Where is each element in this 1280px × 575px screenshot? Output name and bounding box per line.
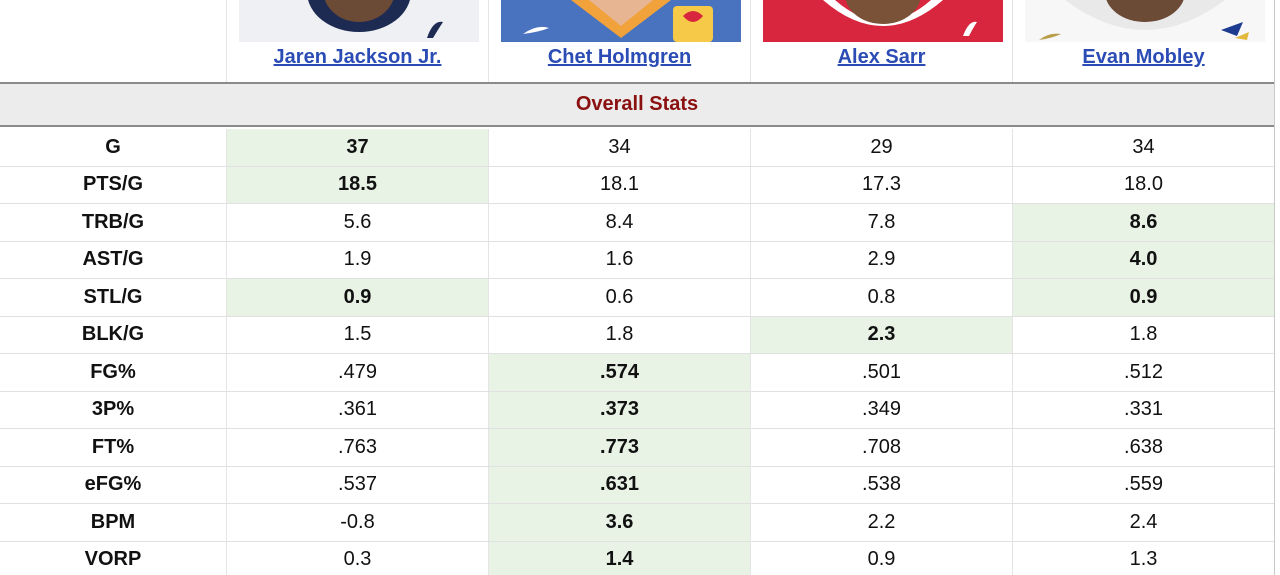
stat-value: .361	[226, 391, 488, 428]
player-photo-3[interactable]	[763, 0, 1003, 42]
stat-value: 18.0	[1012, 166, 1274, 203]
player-name-link[interactable]: Alex Sarr	[837, 46, 926, 68]
stat-value: 0.3	[226, 541, 488, 575]
player-photo-1[interactable]	[239, 0, 479, 42]
stat-value: .373	[488, 391, 750, 428]
table-row: BPM -0.8 3.6 2.2 2.4	[0, 504, 1274, 542]
stat-value: 7.8	[750, 204, 1012, 241]
table-row: PTS/G 18.5 18.1 17.3 18.0	[0, 166, 1274, 204]
table-row: STL/G 0.9 0.6 0.8 0.9	[0, 279, 1274, 317]
stat-value: 5.6	[226, 204, 488, 241]
stat-value: .479	[226, 354, 488, 391]
player-column-2: Chet Holmgren	[488, 0, 750, 83]
stat-value: -0.8	[226, 504, 488, 541]
table-row: 3P% .361.373.349.331	[0, 391, 1274, 429]
stat-label: FG%	[90, 360, 136, 383]
table-row: FT% .763.773.708.638	[0, 429, 1274, 467]
table-right-border	[1274, 0, 1275, 575]
stat-value: 3.6	[488, 504, 750, 541]
stat-label: G	[105, 135, 121, 158]
table-row: AST/G 1.9 1.6 2.9 4.0	[0, 241, 1274, 279]
stat-value: 2.9	[750, 241, 1012, 278]
stat-value: 17.3	[750, 166, 1012, 203]
stat-value: 1.4	[488, 541, 750, 575]
player-column-1: Jaren Jackson Jr.	[226, 0, 488, 83]
player-column-4: Evan Mobley	[1012, 0, 1274, 83]
stat-label: BLK/G	[81, 323, 145, 346]
stat-value: 34	[1012, 129, 1274, 166]
stat-value: 18.1	[488, 166, 750, 203]
stat-label: TRB/G	[81, 210, 145, 233]
table-row: eFG% .537.631.538.559	[0, 466, 1274, 504]
stat-value: 0.9	[226, 279, 488, 316]
stat-value: 8.6	[1012, 204, 1274, 241]
player-name-link[interactable]: Chet Holmgren	[547, 46, 692, 68]
section-title-bar: Overall Stats	[0, 84, 1274, 127]
table-row: BLK/G 1.5 1.8 2.3 1.8	[0, 316, 1274, 354]
stat-value: 1.8	[1012, 316, 1274, 353]
stat-value: 2.2	[750, 504, 1012, 541]
stat-label: FT%	[91, 435, 135, 458]
table-row: VORP 0.3 1.4 0.9 1.3	[0, 541, 1274, 575]
stat-value: 1.3	[1012, 541, 1274, 575]
stat-label: STL/G	[83, 285, 143, 308]
stat-value: .512	[1012, 354, 1274, 391]
stat-value: .537	[226, 466, 488, 503]
player-name-link[interactable]: Evan Mobley	[1082, 46, 1205, 68]
stat-value: .538	[750, 466, 1012, 503]
player-column-3: Alex Sarr	[750, 0, 1012, 83]
stat-label: eFG%	[84, 473, 142, 496]
header-divider	[0, 82, 1274, 84]
stat-value: 34	[488, 129, 750, 166]
stat-value: 0.9	[750, 541, 1012, 575]
stat-value: .773	[488, 429, 750, 466]
section-title: Overall Stats	[575, 93, 699, 115]
table-row: FG% .479.574.501.512	[0, 354, 1274, 392]
stat-value: 0.8	[750, 279, 1012, 316]
stat-value: .349	[750, 391, 1012, 428]
stat-value: .559	[1012, 466, 1274, 503]
stat-value: 1.8	[488, 316, 750, 353]
stat-value: 18.5	[226, 166, 488, 203]
table-row: TRB/G 5.6 8.4 7.8 8.6	[0, 204, 1274, 242]
stat-value: 37	[226, 129, 488, 166]
stat-value: 0.9	[1012, 279, 1274, 316]
stat-value: .631	[488, 466, 750, 503]
player-photo-4[interactable]	[1025, 0, 1265, 42]
stat-label: BPM	[90, 510, 136, 533]
stat-label: 3P%	[91, 398, 135, 421]
stat-value: 4.0	[1012, 241, 1274, 278]
stat-value: 8.4	[488, 204, 750, 241]
stat-value: 2.3	[750, 316, 1012, 353]
stat-value: .331	[1012, 391, 1274, 428]
stats-table: G 37 34 29 34 PTS/G 18.5 18.1 17.3 18.0 TRB/G 5.6 8.…	[0, 129, 1274, 575]
stat-value: 0.6	[488, 279, 750, 316]
header-empty-cell	[0, 0, 226, 83]
player-name-link[interactable]: Jaren Jackson Jr.	[273, 46, 442, 68]
stat-value: .501	[750, 354, 1012, 391]
stat-value: .708	[750, 429, 1012, 466]
player-header-row: Jaren Jackson Jr. Chet Holmgren	[0, 0, 1274, 83]
stat-value: 1.5	[226, 316, 488, 353]
stat-label: AST/G	[82, 248, 144, 271]
stat-value: .638	[1012, 429, 1274, 466]
stat-value: .574	[488, 354, 750, 391]
stat-value: 29	[750, 129, 1012, 166]
stat-value: 2.4	[1012, 504, 1274, 541]
table-row: G 37 34 29 34	[0, 129, 1274, 167]
player-photo-2[interactable]	[501, 0, 741, 42]
stat-value: .763	[226, 429, 488, 466]
stat-label: PTS/G	[82, 173, 143, 196]
stat-value: 1.9	[226, 241, 488, 278]
stat-label: VORP	[84, 548, 142, 571]
stat-value: 1.6	[488, 241, 750, 278]
